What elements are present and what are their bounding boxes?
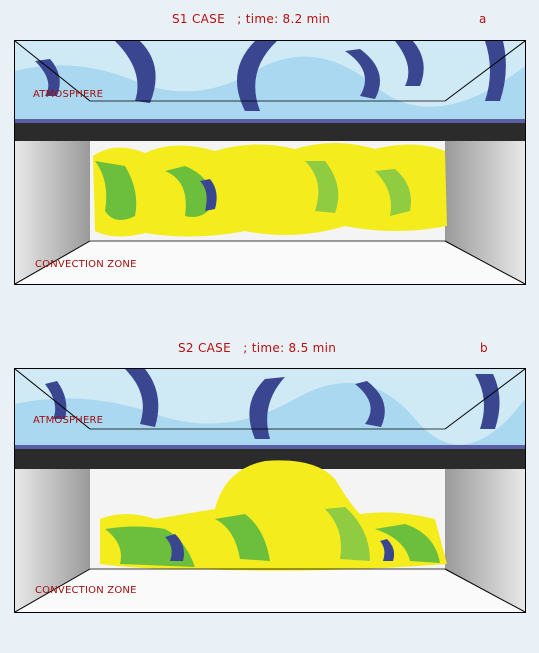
simulation-render-b [15, 369, 525, 612]
simulation-panel-a: ATMOSPHERE CONVECTION ZONE [14, 40, 526, 285]
convection-zone-label-a: CONVECTION ZONE [35, 259, 137, 270]
atmosphere-label-a: ATMOSPHERE [33, 89, 104, 100]
simulation-render-a [15, 41, 525, 284]
convection-zone-label-b: CONVECTION ZONE [35, 585, 137, 596]
panel-b-letter: b [480, 341, 488, 355]
panel-a-letter: a [479, 12, 487, 26]
panel-a-title: S1 CASE ; time: 8.2 min [172, 12, 331, 26]
panel-b-title: S2 CASE ; time: 8.5 min [178, 341, 337, 355]
simulation-panel-b: ATMOSPHERE CONVECTION ZONE [14, 368, 526, 613]
atmosphere-label-b: ATMOSPHERE [33, 415, 104, 426]
